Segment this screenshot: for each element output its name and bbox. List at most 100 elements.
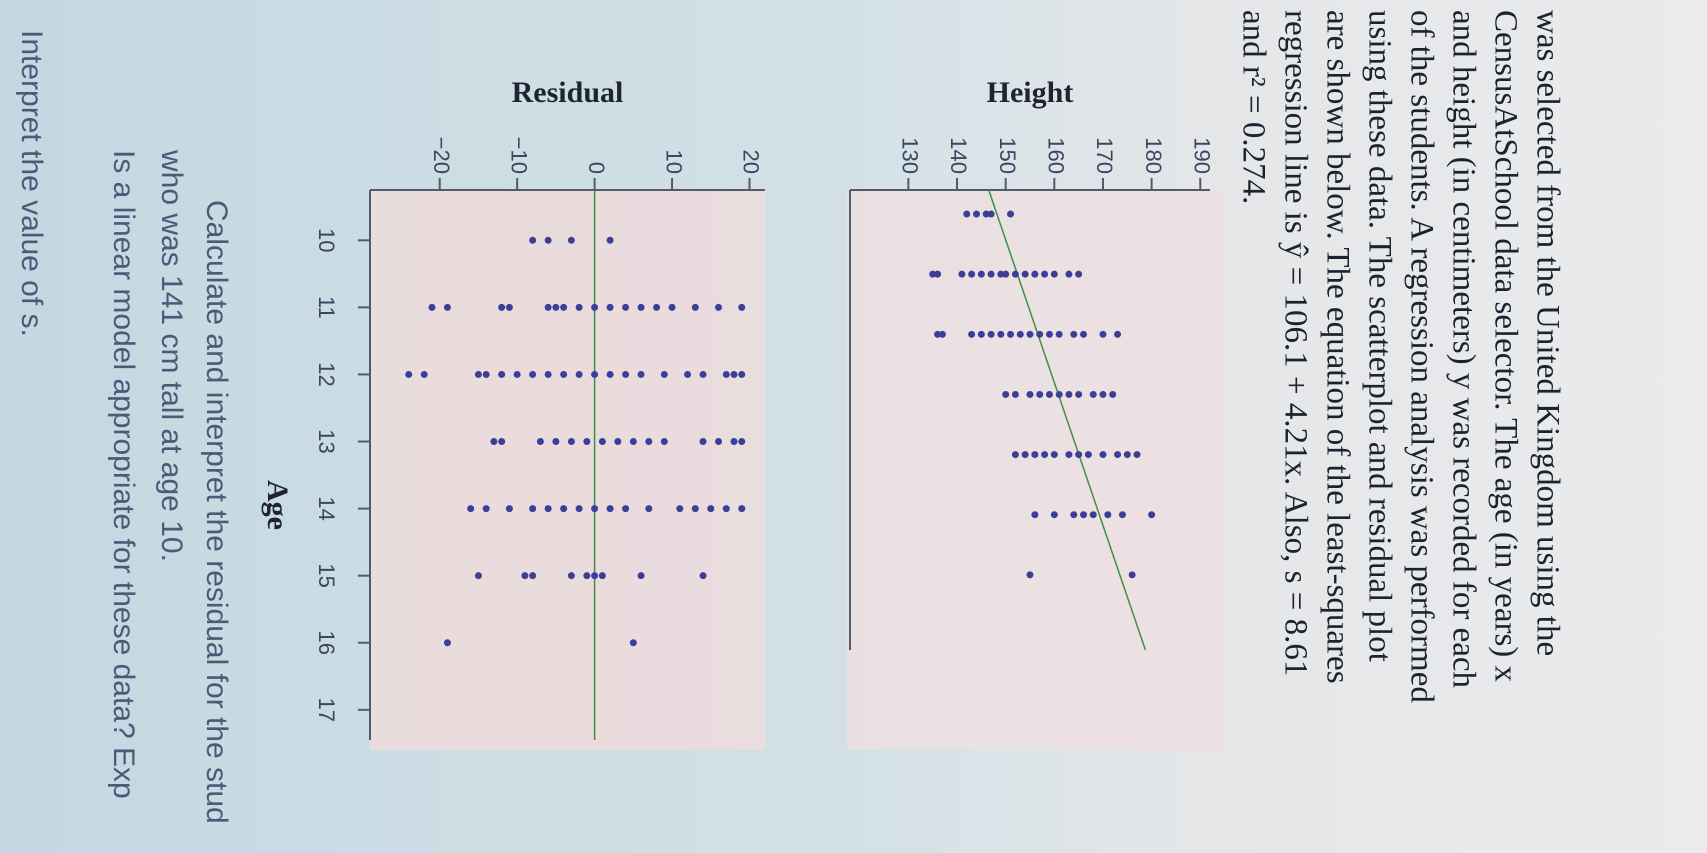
data-point [684,370,692,378]
data-point [997,330,1005,338]
data-point [443,303,451,311]
data-point [614,438,622,446]
x-tick-label: 16 [314,631,339,655]
data-point [474,572,482,580]
data-point [598,438,606,446]
data-point [1099,390,1107,398]
data-point [1036,330,1044,338]
data-point [987,210,995,218]
data-point [715,303,723,311]
data-point [521,572,529,580]
y-tick-label: 160 [1044,137,1069,174]
data-point [1055,330,1063,338]
data-point [1007,210,1015,218]
data-point [1031,451,1039,459]
data-point [1016,330,1024,338]
data-point [529,505,537,513]
data-point [544,303,552,311]
data-point [567,572,575,580]
data-point [963,210,971,218]
data-point [544,370,552,378]
data-point [982,210,990,218]
data-point [968,270,976,278]
y-tick-label: 170 [1092,137,1117,174]
data-point [606,505,614,513]
data-point [591,370,599,378]
data-point [660,438,668,446]
data-point [938,330,946,338]
data-point [490,438,498,446]
data-point [1002,270,1010,278]
data-point [934,270,942,278]
data-point [498,303,506,311]
data-point [1128,571,1136,579]
x-tick-label: 10 [314,228,339,252]
data-point [606,303,614,311]
data-point [645,438,653,446]
data-point [575,505,583,513]
data-point [1104,511,1112,519]
data-point [552,438,560,446]
data-point [1114,330,1122,338]
data-point [1021,270,1029,278]
data-point [567,438,575,446]
paragraph-line: and height (in centimeters) y was record… [1445,10,1481,689]
x-axis-label: Age [261,480,294,530]
data-point [536,438,544,446]
data-point [1041,451,1049,459]
data-point [482,370,490,378]
x-tick-label: 13 [314,429,339,453]
data-point [567,236,575,244]
data-point [1026,390,1034,398]
data-point [977,330,985,338]
data-point [929,270,937,278]
data-point [730,438,738,446]
data-point [1080,330,1088,338]
data-point [498,370,506,378]
y-tick-label: −10 [506,137,531,174]
data-point [1045,330,1053,338]
data-point [482,505,490,513]
data-point [972,210,980,218]
data-point [691,505,699,513]
data-point [1080,511,1088,519]
data-point [583,572,591,580]
data-point [738,505,746,513]
data-point [629,639,637,647]
data-point [560,370,568,378]
data-point [529,370,537,378]
data-point [529,236,537,244]
data-point [1114,451,1122,459]
data-point [1007,330,1015,338]
paragraph-line: are shown below. The equation of the lea… [1319,10,1355,684]
data-point [691,303,699,311]
data-point [1021,451,1029,459]
y-axis-label: Residual [512,76,624,109]
data-point [560,303,568,311]
data-point [699,438,707,446]
data-point [467,505,475,513]
data-point [583,438,591,446]
x-tick-label: 17 [314,698,339,722]
data-point [730,370,738,378]
data-point [1002,390,1010,398]
data-point [668,303,676,311]
data-point [707,505,715,513]
y-tick-label: 130 [898,137,923,174]
paragraph-line: of the students. A regression analysis w… [1403,10,1439,703]
x-tick-label: 14 [314,496,339,520]
data-point [428,303,436,311]
data-point [1075,451,1083,459]
data-point [591,572,599,580]
data-point [722,505,730,513]
data-point [987,270,995,278]
x-tick-label: 15 [314,563,339,587]
data-point [1070,330,1078,338]
y-tick-label: 190 [1189,137,1214,174]
data-point [699,370,707,378]
data-point [529,572,537,580]
data-point [722,370,730,378]
data-point [591,505,599,513]
data-point [1050,511,1058,519]
